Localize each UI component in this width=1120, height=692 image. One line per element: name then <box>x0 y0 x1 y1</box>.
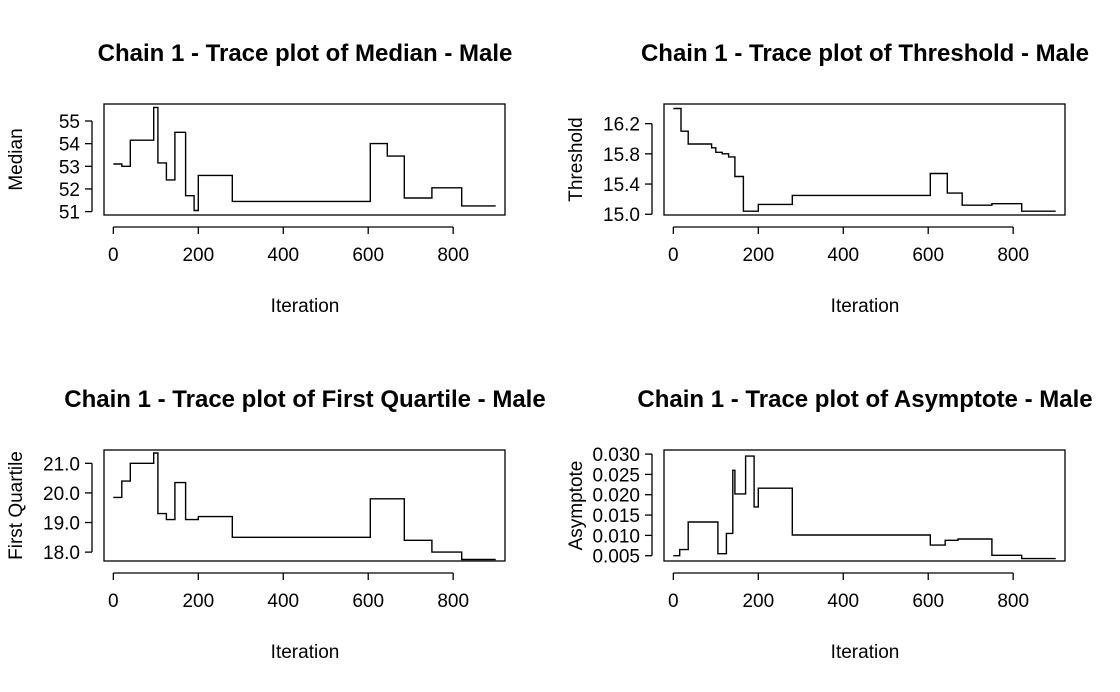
y-tick-label: 51 <box>59 203 80 224</box>
x-tick-label: 200 <box>182 245 214 266</box>
plot-title: Chain 1 - Trace plot of Median - Male <box>98 40 513 67</box>
y-tick-label: 15.8 <box>603 145 640 166</box>
y-tick-label: 55 <box>59 112 80 133</box>
x-axis-label: Iteration <box>831 642 900 663</box>
x-tick-label: 600 <box>352 591 384 612</box>
y-tick-label: 0.020 <box>592 486 640 507</box>
x-tick-label: 600 <box>912 245 944 266</box>
x-tick-label: 0 <box>668 245 679 266</box>
y-tick-label: 0.025 <box>592 465 640 486</box>
x-axis-label: Iteration <box>271 642 340 663</box>
x-tick-label: 0 <box>108 245 119 266</box>
x-tick-label: 400 <box>267 591 299 612</box>
x-tick-label: 400 <box>827 245 859 266</box>
plot-title: Chain 1 - Trace plot of Threshold - Male <box>641 40 1089 67</box>
x-tick-label: 800 <box>437 245 469 266</box>
plot-title: Chain 1 - Trace plot of First Quartile -… <box>64 386 545 413</box>
y-tick-label: 0.005 <box>592 547 640 568</box>
x-tick-label: 600 <box>912 591 944 612</box>
y-tick-label: 53 <box>59 157 80 178</box>
trace-line <box>673 107 1056 212</box>
plot-frame <box>103 449 506 562</box>
x-tick-label: 800 <box>997 245 1029 266</box>
x-tick-label: 800 <box>437 591 469 612</box>
trace-line <box>673 455 1056 560</box>
y-tick-label: 21.0 <box>43 454 80 475</box>
trace-line <box>113 452 496 561</box>
y-tick-label: 0.015 <box>592 506 640 527</box>
y-tick-label: 19.0 <box>43 514 80 535</box>
x-axis-label: Iteration <box>831 296 900 317</box>
y-axis-label: Threshold <box>566 117 587 202</box>
plot-frame <box>663 449 1066 562</box>
x-tick-label: 200 <box>742 245 774 266</box>
x-tick-label: 400 <box>827 591 859 612</box>
x-axis-label: Iteration <box>271 296 340 317</box>
y-tick-label: 15.4 <box>603 175 640 196</box>
x-tick-label: 600 <box>352 245 384 266</box>
y-tick-label: 15.0 <box>603 205 640 226</box>
x-tick-label: 0 <box>108 591 119 612</box>
y-tick-label: 54 <box>59 135 81 156</box>
plot-title: Chain 1 - Trace plot of Asymptote - Male <box>637 386 1092 413</box>
x-tick-label: 800 <box>997 591 1029 612</box>
y-tick-label: 20.0 <box>43 484 80 505</box>
y-tick-label: 52 <box>59 180 80 201</box>
x-tick-label: 200 <box>182 591 214 612</box>
y-axis-label: Median <box>6 128 27 190</box>
x-tick-label: 0 <box>668 591 679 612</box>
y-axis-label: First Quartile <box>6 451 27 560</box>
y-tick-label: 16.2 <box>603 115 640 136</box>
y-tick-label: 18.0 <box>43 543 80 564</box>
y-tick-label: 0.010 <box>592 526 640 547</box>
trace-line <box>113 106 496 212</box>
plot-frame <box>103 103 506 216</box>
x-tick-label: 400 <box>267 245 299 266</box>
plot-frame <box>663 103 1066 216</box>
y-axis-label: Asymptote <box>566 461 587 551</box>
y-tick-label: 0.030 <box>592 445 640 466</box>
x-tick-label: 200 <box>742 591 774 612</box>
